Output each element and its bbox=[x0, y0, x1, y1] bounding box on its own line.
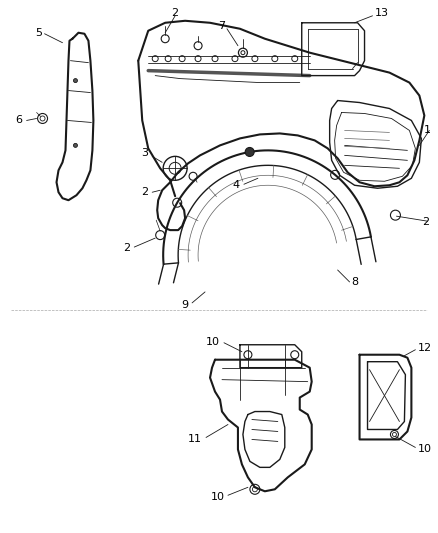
Text: 2: 2 bbox=[123, 243, 130, 253]
Text: 7: 7 bbox=[218, 21, 225, 31]
Circle shape bbox=[245, 148, 254, 157]
Text: 2: 2 bbox=[141, 187, 148, 197]
Text: 12: 12 bbox=[417, 343, 431, 353]
Circle shape bbox=[74, 78, 78, 83]
Text: 2: 2 bbox=[172, 8, 179, 18]
Text: 13: 13 bbox=[374, 8, 389, 18]
Text: 4: 4 bbox=[233, 180, 240, 190]
Text: 1: 1 bbox=[424, 125, 431, 135]
Text: 10: 10 bbox=[206, 337, 220, 347]
Text: 5: 5 bbox=[35, 28, 42, 38]
Circle shape bbox=[74, 143, 78, 148]
Text: 2: 2 bbox=[422, 217, 429, 227]
Text: 10: 10 bbox=[417, 445, 431, 455]
Text: 6: 6 bbox=[16, 116, 23, 125]
Text: 3: 3 bbox=[141, 148, 148, 158]
Text: 10: 10 bbox=[211, 492, 225, 502]
Text: 9: 9 bbox=[181, 300, 188, 310]
Text: 8: 8 bbox=[352, 277, 359, 287]
Text: 11: 11 bbox=[188, 434, 202, 445]
